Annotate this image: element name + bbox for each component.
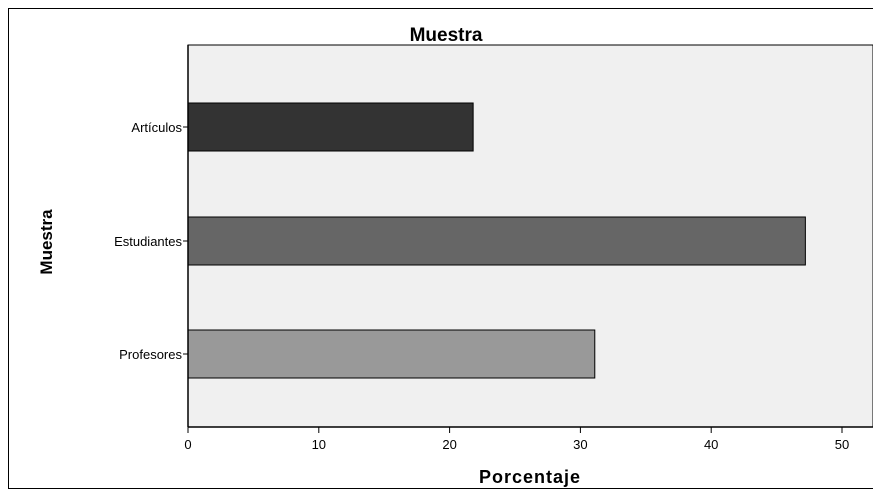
- y-axis-label: Muestra: [37, 209, 56, 275]
- chart-title: Muestra: [410, 25, 483, 46]
- x-tick-label: 50: [835, 437, 849, 452]
- x-tick-label: 10: [312, 437, 326, 452]
- x-axis-label: Porcentaje: [479, 467, 581, 487]
- category-label: Profesores: [119, 347, 182, 362]
- x-tick-label: 40: [704, 437, 718, 452]
- x-tick-label: 30: [573, 437, 587, 452]
- category-label: Estudiantes: [114, 234, 182, 249]
- bar-profesores: [187, 329, 596, 379]
- x-tick-label: 20: [442, 437, 456, 452]
- category-label: Artículos: [131, 120, 182, 135]
- bar-estudiantes: [187, 216, 806, 266]
- x-tick-label: 0: [184, 437, 191, 452]
- bar-artículos: [187, 102, 474, 152]
